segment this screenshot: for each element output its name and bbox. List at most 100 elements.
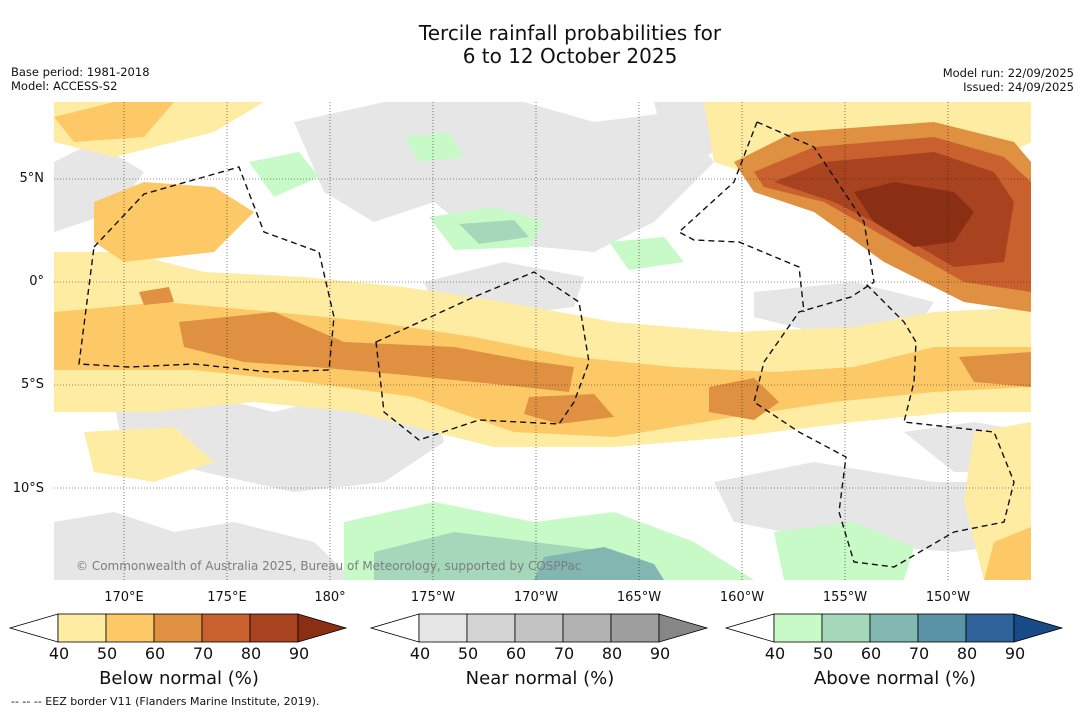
colorbar-segment bbox=[514, 613, 564, 643]
lon-label: 150°W bbox=[925, 590, 971, 605]
colorbar-above-bar bbox=[724, 613, 1064, 643]
below-region bbox=[524, 394, 614, 424]
colorbar-segment bbox=[869, 613, 919, 643]
colorbar-tick: 70 bbox=[553, 644, 575, 663]
lat-label: 5°N bbox=[19, 171, 45, 186]
near-region bbox=[294, 102, 714, 252]
colorbar-tick: 80 bbox=[240, 644, 262, 663]
colorbar-segment bbox=[153, 613, 203, 643]
above-region bbox=[534, 547, 664, 580]
meta-left: Base period: 1981-2018 Model: ACCESS-S2 bbox=[11, 65, 150, 93]
colorbar-near-bar bbox=[369, 613, 709, 643]
colorbar-segment bbox=[418, 613, 468, 643]
near-region bbox=[54, 142, 144, 232]
near-region bbox=[54, 512, 354, 580]
eez-borders bbox=[78, 121, 1015, 568]
lon-label: 175°W bbox=[410, 590, 456, 605]
colorbar-extend-high bbox=[658, 613, 709, 643]
colorbar-segment bbox=[57, 613, 107, 643]
below-region bbox=[709, 378, 779, 420]
lat-label: 0° bbox=[29, 274, 44, 289]
colorbar-tick: 50 bbox=[457, 644, 479, 663]
colorbar-segment bbox=[965, 613, 1015, 643]
colorbar-segment bbox=[773, 613, 823, 643]
colorbar-tick: 70 bbox=[192, 644, 214, 663]
above-region bbox=[609, 237, 684, 270]
colorbar-tick: 40 bbox=[409, 644, 431, 663]
colorbar-title: Near normal (%) bbox=[465, 668, 615, 689]
near-region bbox=[754, 282, 934, 332]
colorbar-tick: 80 bbox=[956, 644, 978, 663]
below-region bbox=[139, 287, 174, 305]
eez-border bbox=[753, 121, 1015, 568]
map: © Commonwealth of Australia 2025, Bureau… bbox=[54, 102, 1031, 580]
colorbar-title: Above normal (%) bbox=[813, 668, 977, 689]
eez-border bbox=[375, 271, 590, 441]
lat-label: 10°S bbox=[12, 481, 44, 496]
issued-date: Issued: 24/09/2025 bbox=[963, 80, 1074, 94]
lon-label: 180° bbox=[314, 590, 346, 605]
base-period: Base period: 1981-2018 bbox=[11, 65, 150, 79]
colorbar-segment bbox=[105, 613, 155, 643]
below-region bbox=[84, 427, 214, 482]
colorbar-segment bbox=[821, 613, 871, 643]
colorbar-tick: 80 bbox=[601, 644, 623, 663]
below-region bbox=[54, 102, 174, 142]
above-region bbox=[404, 132, 464, 162]
lon-label: 175°E bbox=[207, 590, 247, 605]
colorbar-tick: 90 bbox=[1004, 644, 1026, 663]
below-region bbox=[94, 182, 254, 262]
eez-border bbox=[78, 166, 335, 373]
model-name: Model: ACCESS-S2 bbox=[11, 79, 118, 93]
above-region bbox=[459, 220, 529, 244]
near-region bbox=[714, 462, 1031, 552]
below-region bbox=[984, 527, 1031, 580]
colorbar-above-normal: 40 50 60 70 80 90 Above normal (%) bbox=[724, 612, 1066, 692]
eez-border bbox=[677, 121, 805, 313]
lat-label: 5°S bbox=[20, 377, 44, 392]
lon-label: 160°W bbox=[719, 590, 765, 605]
colorbar-extend-low bbox=[369, 613, 420, 643]
colorbar-extend-low bbox=[8, 613, 59, 643]
colorbar-tick: 90 bbox=[649, 644, 671, 663]
below-region bbox=[854, 182, 974, 247]
title-line-2: 6 to 12 October 2025 bbox=[462, 44, 678, 68]
meta-right: Model run: 22/09/2025 Issued: 24/09/2025 bbox=[943, 66, 1074, 94]
near-normal-regions bbox=[54, 102, 1031, 580]
colorbar-tick: 60 bbox=[860, 644, 882, 663]
colorbar-segment bbox=[917, 613, 967, 643]
above-normal-regions bbox=[249, 102, 1031, 580]
eez-legend: -- -- -- EEZ border V11 (Flanders Marine… bbox=[11, 695, 320, 708]
colorbar-segment bbox=[562, 613, 612, 643]
lon-label: 155°W bbox=[822, 590, 868, 605]
model-run: Model run: 22/09/2025 bbox=[942, 66, 1074, 80]
colorbar-tick: 70 bbox=[908, 644, 930, 663]
colorbar-tick: 60 bbox=[144, 644, 166, 663]
colorbar-near-normal: 40 50 60 70 80 90 Near normal (%) bbox=[369, 612, 711, 692]
colorbar-tick: 40 bbox=[764, 644, 786, 663]
colorbar-below-bar bbox=[8, 613, 348, 643]
colorbar-segment bbox=[466, 613, 516, 643]
lon-label: 170°W bbox=[513, 590, 559, 605]
colorbar-tick: 50 bbox=[812, 644, 834, 663]
title-line-1: Tercile rainfall probabilities for bbox=[418, 21, 722, 45]
colorbar-extend-high bbox=[297, 613, 348, 643]
colorbar-title: Below normal (%) bbox=[99, 668, 259, 689]
graticule bbox=[54, 102, 1031, 580]
above-region bbox=[249, 152, 319, 197]
colorbar-tick: 40 bbox=[48, 644, 70, 663]
colorbar-segment bbox=[610, 613, 660, 643]
colorbar-extend-low bbox=[724, 613, 775, 643]
lon-label: 170°E bbox=[104, 590, 144, 605]
lon-label: 165°W bbox=[616, 590, 662, 605]
chart-title: Tercile rainfall probabilities for 6 to … bbox=[0, 22, 1085, 68]
colorbar-tick: 90 bbox=[288, 644, 310, 663]
colorbar-segment bbox=[249, 613, 299, 643]
below-region bbox=[959, 352, 1031, 387]
colorbar-below-normal: 40 50 60 70 80 90 Below normal (%) bbox=[8, 612, 350, 692]
above-region bbox=[774, 522, 914, 580]
colorbar-tick: 60 bbox=[505, 644, 527, 663]
colorbar-segment bbox=[201, 613, 251, 643]
colorbar-tick: 50 bbox=[96, 644, 118, 663]
colorbar-extend-high bbox=[1013, 613, 1064, 643]
